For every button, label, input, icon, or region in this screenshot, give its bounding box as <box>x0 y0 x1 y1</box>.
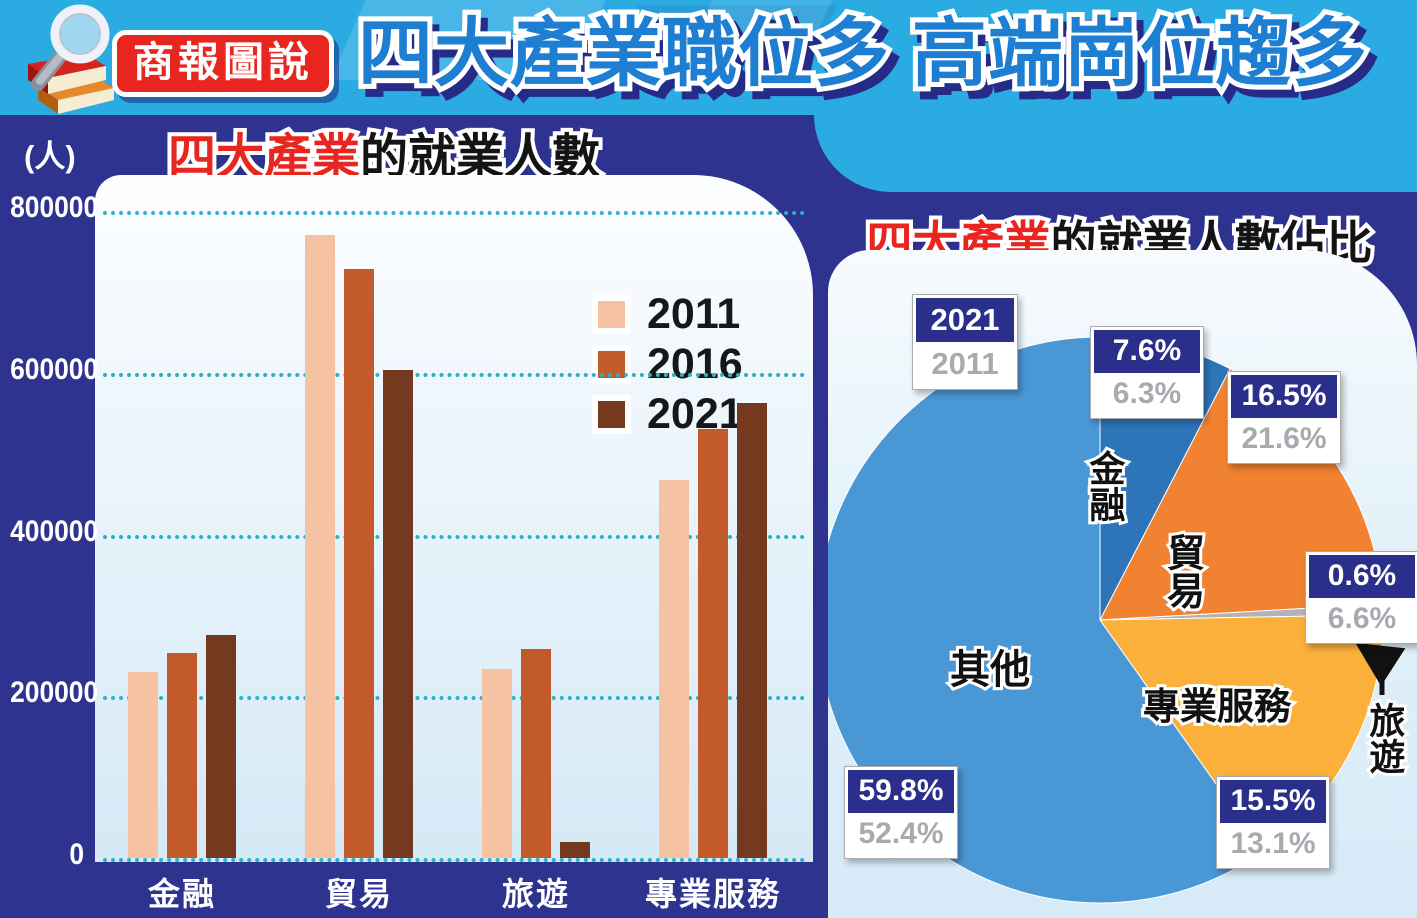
y-axis-tick-label: 0 <box>69 838 84 871</box>
gridline <box>103 211 805 215</box>
bar-professional-services-2011 <box>659 480 689 858</box>
text-outline-layer: 四大產業職位多 高端崗位趨多 <box>353 11 1372 96</box>
pie-value-2011: 13.1% <box>1230 826 1316 860</box>
pie-value-2021: 15.5% <box>1220 780 1326 823</box>
x-axis-category-label: 貿易 <box>324 876 394 912</box>
pie-value-2021: 16.5% <box>1231 375 1337 418</box>
text-fill-layer: 其他 <box>950 648 1030 692</box>
legend-item-2016: 2016 <box>592 343 743 386</box>
gridline <box>103 696 805 700</box>
bar-trade-2016 <box>344 269 374 858</box>
text-outline-layer: 金融 <box>1081 447 1128 525</box>
text-shadow-layer: 四大產業職位多 高端崗位趨多 <box>360 19 1379 104</box>
legend-item-2011: 2011 <box>592 293 743 336</box>
legend-item-2021: 2021 <box>592 393 743 436</box>
gridline <box>103 373 805 377</box>
gridline <box>103 858 805 862</box>
bar-group-tourism <box>482 649 590 858</box>
pie-chart-panel: 金融 金融 貿易 貿易 旅遊 旅遊 專業服務 專業服務 其他 其他 7.6% 6.3% 16.5% 21.… <box>828 250 1417 918</box>
x-axis-category-label: 專業服務 <box>644 876 782 912</box>
page-title: 四大產業職位多 高端崗位趨多 四大產業職位多 高端崗位趨多 四大產業職位多 高端崗位… <box>353 11 1379 104</box>
pie-value-2011: 21.6% <box>1241 421 1327 455</box>
text-outline-layer: 專業服務 <box>1140 683 1294 730</box>
bar-group-finance <box>128 635 236 858</box>
y-axis-tick-label: 800000 <box>10 191 99 224</box>
publication-badge: 商報圖說 <box>112 30 334 98</box>
legend-swatch <box>598 401 625 428</box>
pie-slice-label-finance: 金融 金融 <box>1081 447 1128 525</box>
x-axis-category-label: 旅遊 <box>501 876 571 912</box>
x-axis-category-label: 金融 <box>147 876 217 912</box>
y-axis-tick-label: 200000 <box>10 676 99 709</box>
bar-tourism-2011 <box>482 669 512 858</box>
text-outline-layer: 旅遊 <box>1361 699 1408 777</box>
text-outline-layer: 其他 <box>947 645 1033 695</box>
pie-value-box-other: 59.8% 52.4% <box>844 766 958 859</box>
pie-value-box-trade: 16.5% 21.6% <box>1227 371 1341 464</box>
pie-slice-label-trade: 貿易 貿易 <box>1158 530 1206 612</box>
pie-slice-label-professional-services: 專業服務 專業服務 <box>1140 683 1294 730</box>
pie-value-2011: 6.3% <box>1112 376 1182 410</box>
gridline <box>103 535 805 539</box>
pie-year-secondary: 2011 <box>931 345 999 381</box>
pie-value-2021: 59.8% <box>848 770 954 813</box>
content-area: (人) 四大產業 四大產業 的就業人數 的就業人數 2011 2016 2021 8000… <box>0 115 1417 918</box>
bar-professional-services-2016 <box>698 429 728 858</box>
bar-professional-services-2021 <box>737 403 767 858</box>
bar-trade-2011 <box>305 235 335 858</box>
pie-chart-section: 四大產業 四大產業 的就業人數佔比 的就業人數佔比 金融 金融 貿易 貿易 旅遊 旅遊 專業服務專… <box>814 115 1417 918</box>
text-fill-layer: 金融 <box>1084 450 1126 522</box>
magnifier-books-icon <box>28 4 114 114</box>
top-banner: 商報圖說 四大產業職位多 高端崗位趨多 四大產業職位多 高端崗位趨多 四大產業職位多… <box>0 0 1417 115</box>
tourism-pointer-arrow <box>1355 642 1406 695</box>
legend-label: 2016 <box>647 340 743 388</box>
text-fill-layer: 四大產業職位多 高端崗位趨多 <box>358 11 1368 95</box>
text-fill-layer: 貿易 <box>1160 533 1203 609</box>
legend-swatch <box>598 301 625 328</box>
bar-trade-2021 <box>383 370 413 858</box>
bar-finance-2011 <box>128 672 158 858</box>
pie-value-2021: 0.6% <box>1309 555 1415 598</box>
pie-value-box-finance: 7.6% 6.3% <box>1090 326 1204 419</box>
legend-label: 2011 <box>647 290 741 338</box>
pie-slice-label-other: 其他 其他 <box>947 645 1033 695</box>
text-fill-layer: 專業服務 <box>1143 686 1291 727</box>
bar-tourism-2016 <box>521 649 551 858</box>
pie-value-2011: 6.6% <box>1327 601 1397 635</box>
pie-value-box-professional-services: 15.5% 13.1% <box>1216 776 1330 869</box>
bar-group-trade <box>305 235 413 858</box>
bar-group-professional-services <box>659 403 767 858</box>
text-fill-layer: 旅遊 <box>1364 702 1406 774</box>
y-axis-tick-label: 600000 <box>10 353 99 386</box>
bar-chart-plot-area: 2011 2016 2021 <box>95 175 813 862</box>
pie-value-box-tourism: 0.6% 6.6% <box>1305 551 1417 644</box>
pie-year-legend-box: 2021 2011 <box>912 294 1018 390</box>
legend-label: 2021 <box>647 390 743 438</box>
bar-finance-2021 <box>206 635 236 858</box>
pie-value-2021: 7.6% <box>1094 330 1200 373</box>
cyan-corner-decoration <box>814 115 1417 192</box>
bar-chart-section: (人) 四大產業 四大產業 的就業人數 的就業人數 2011 2016 2021 8000… <box>0 115 828 918</box>
text-outline-layer: 貿易 <box>1158 530 1206 612</box>
y-axis-unit-label: (人) <box>24 139 76 174</box>
y-axis-tick-label: 400000 <box>10 515 99 548</box>
bar-tourism-2021 <box>560 842 590 858</box>
bar-finance-2016 <box>167 653 197 858</box>
bar-chart-legend: 2011 2016 2021 <box>592 293 743 436</box>
pie-slice-label-tourism: 旅遊 旅遊 <box>1361 699 1408 777</box>
pie-value-2011: 52.4% <box>858 816 944 850</box>
pie-year-primary: 2021 <box>916 298 1014 342</box>
